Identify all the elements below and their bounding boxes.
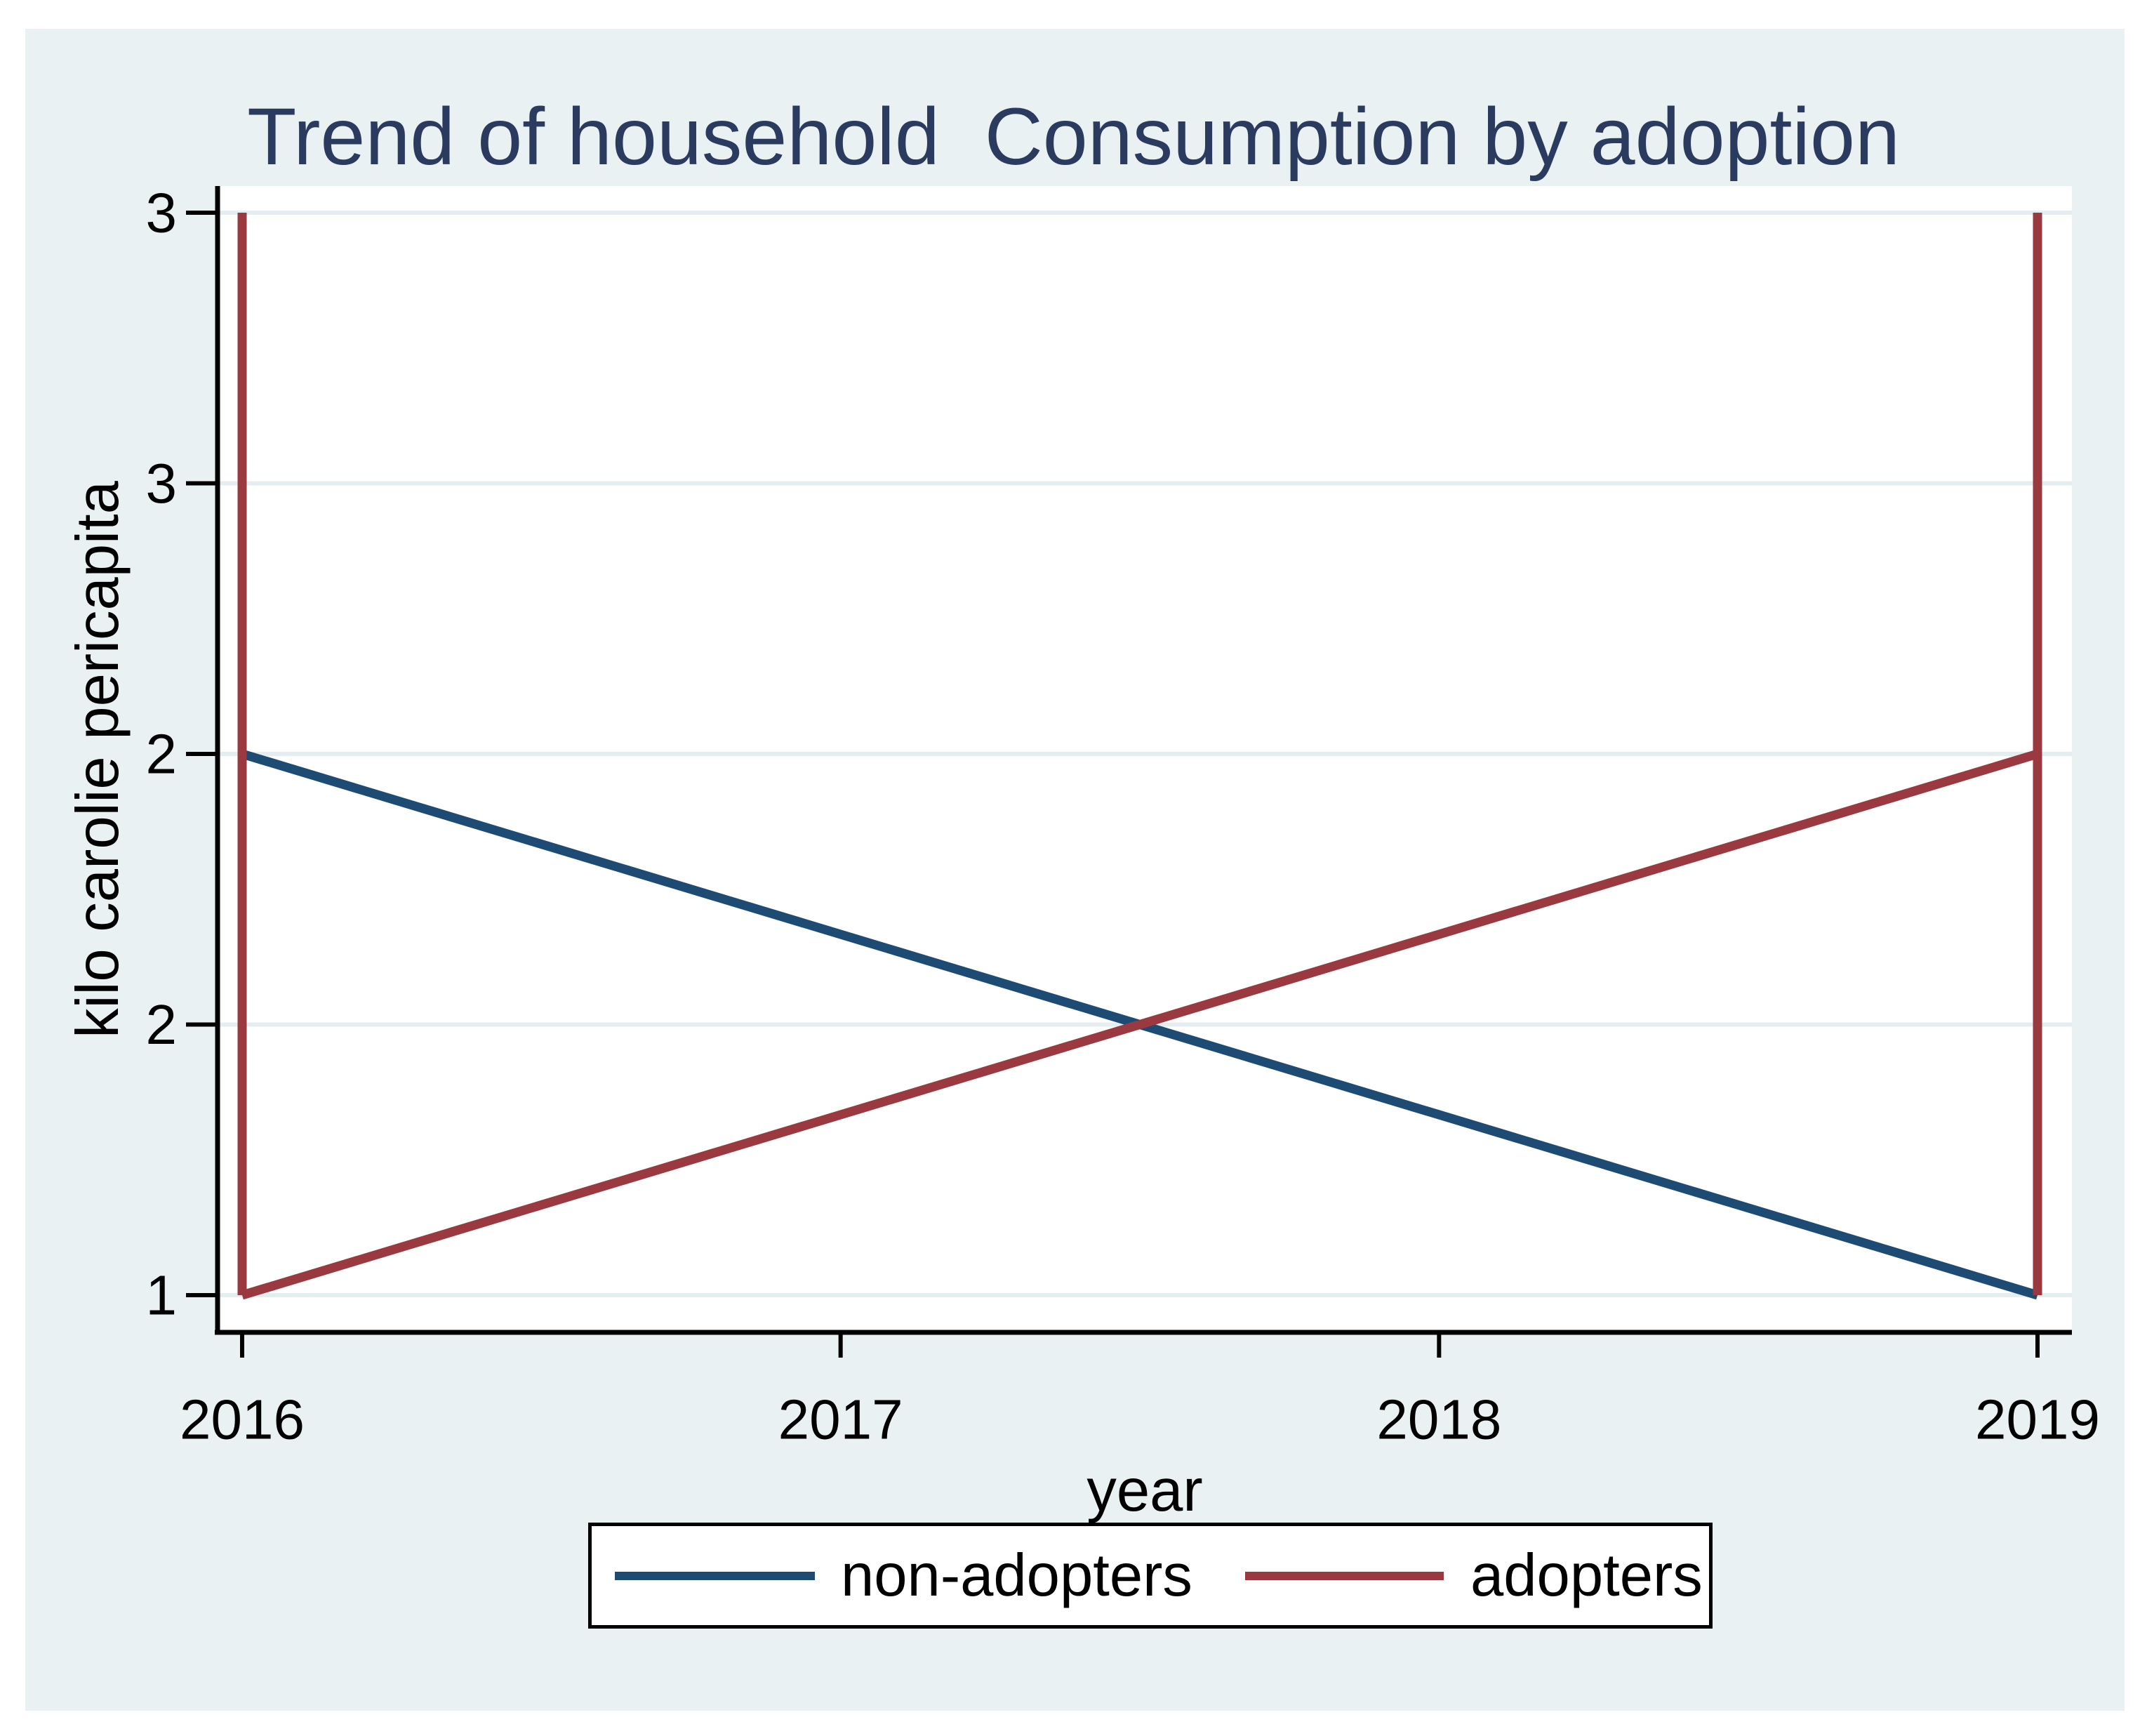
x-tick-label: 2016 <box>180 1389 305 1451</box>
legend-swatch-adopters <box>1245 1571 1444 1580</box>
y-tick-label: 1 <box>146 1264 178 1327</box>
legend-label-non-adopters: non-adopters <box>841 1542 1192 1609</box>
x-tick-label: 2017 <box>778 1389 903 1451</box>
chart-title: Trend of household Consumption by adopti… <box>247 92 1900 182</box>
y-tick-label: 2 <box>146 993 178 1056</box>
legend-swatch-non-adopters <box>615 1571 815 1580</box>
x-axis-title: year <box>1086 1457 1203 1524</box>
x-tick-label: 2019 <box>1975 1389 2100 1451</box>
y-tick-label: 2 <box>146 723 178 786</box>
y-tick-label: 3 <box>146 452 178 515</box>
series-line-adopters <box>241 749 2039 1300</box>
y-tick-label: 3 <box>146 182 178 244</box>
plot-area <box>218 186 2072 1332</box>
legend-box: non-adopters adopters <box>588 1523 1713 1629</box>
legend-label-adopters: adopters <box>1470 1542 1703 1609</box>
y-axis-title-text: kilo carolie pericapita <box>65 481 131 1038</box>
x-tick-label: 2018 <box>1376 1389 1501 1451</box>
